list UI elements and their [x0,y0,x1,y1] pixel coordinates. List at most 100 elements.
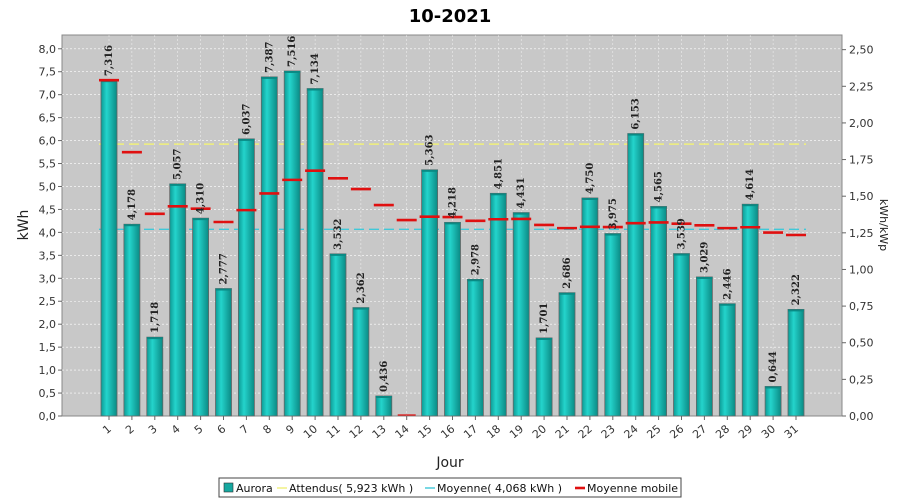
bar [558,292,576,417]
bar-cap [650,206,667,209]
y-tick-label: 8,0 [39,43,57,56]
bar-cap [307,88,324,91]
bar [192,217,210,417]
data-label: 0,644 [768,351,779,382]
data-label: 1,701 [539,303,550,334]
bar [489,192,507,417]
bar [283,70,301,417]
bar-cap [559,292,575,295]
bar-cap [169,183,186,186]
bar [444,221,461,417]
bar [650,206,667,417]
data-label: 7,516 [287,36,298,67]
legend-swatch [223,482,234,493]
data-label: 3,532 [333,219,344,250]
y-tick-label: 0,5 [39,387,57,400]
bar-cap [444,222,461,225]
data-label: 2,978 [470,244,481,275]
bar-cap [238,138,255,141]
bar-cap [719,303,736,306]
bar-cap [123,224,140,227]
data-label: 6,153 [631,98,642,129]
data-label: 4,851 [493,158,504,189]
y-right-tick-label: 0,25 [849,373,874,386]
data-label: 3,975 [608,198,619,229]
bar [146,336,164,417]
bar [421,169,439,417]
y-tick-label: 1,0 [39,364,57,377]
bar [100,79,118,417]
data-label: 2,446 [722,268,733,299]
data-label: 1,718 [150,302,161,333]
y-right-tick-label: 1,50 [849,190,874,203]
y-right-tick-label: 0,50 [849,337,874,350]
bar [215,288,232,417]
data-label: 2,322 [791,274,802,305]
legend-label: Aurora [236,482,273,495]
bar [581,197,599,417]
data-label: 4,431 [516,177,527,208]
bar [535,337,553,417]
data-label: 4,614 [745,169,756,200]
y-right-tick-label: 2,25 [849,80,874,93]
bar-cap [696,276,713,279]
data-labels: 7,316 4,178 1,718 5,057 4,310 2,777 6,037 7,387… [104,36,802,392]
x-axis-label: Jour [435,455,464,471]
legend-label: Moyenne mobile [587,482,678,495]
bar [764,386,782,417]
data-label: 6,037 [241,104,252,135]
bar-cap [536,337,553,340]
bar [466,278,484,417]
bar-cap [765,386,782,389]
y-tick-label: 5,0 [39,180,57,193]
legend: Aurora Attendus( 5,923 kWh ) Moyenne( 4,06… [218,477,682,498]
legend-label: Moyenne( 4,068 kWh ) [437,482,562,495]
data-label: 5,363 [425,134,436,165]
bar [627,133,645,417]
y-axis-right: 0,00 0,25 0,50 0,75 1,00 1,25 1,50 1,75 2,00 2,25… [842,44,874,423]
data-label: 4,750 [585,163,596,194]
y-tick-label: 6,5 [39,112,57,125]
y-tick-label: 5,5 [39,158,57,171]
bar-cap [330,253,346,256]
data-label: 7,134 [310,53,321,84]
y-right-tick-label: 1,25 [849,227,874,240]
data-label: 7,387 [264,42,275,73]
y-right-tick-label: 0,75 [849,300,874,313]
y-axis-label: kWh [16,210,32,241]
data-label: 4,310 [196,183,207,214]
data-label: 5,057 [173,149,184,180]
legend-label: Attendus( 5,923 kWh ) [289,482,413,495]
data-label: 7,316 [104,45,115,76]
y-tick-label: 2,5 [39,295,57,308]
bar-cap [627,133,644,136]
bar [673,253,690,417]
bar [375,395,393,417]
y-axis-left: 0,0 0,5 1,0 1,5 2,0 2,5 3,0 3,5 4,0 4,5 5,0 5,5 6,0 6… [39,43,62,423]
data-label: 4,218 [448,187,459,218]
y-tick-label: 3,0 [39,272,57,285]
y-right-tick-label: 2,00 [849,117,874,130]
bar [306,88,324,417]
data-label: 3,539 [677,218,688,249]
bar-cap [788,309,804,312]
moving-average-series [99,78,806,416]
data-label: 4,565 [654,171,665,202]
data-label: 2,362 [356,272,367,303]
bar-cap [604,233,621,236]
bar-cap [513,212,530,215]
bar [718,303,736,417]
data-label: 0,436 [379,361,390,392]
bar [260,76,278,417]
bar [512,212,530,417]
y-tick-label: 6,0 [39,135,57,148]
bar-cap [146,337,163,340]
bar-cap [742,204,759,207]
chart-title: 10-2021 [409,6,492,27]
bar [329,253,347,417]
data-label: 4,178 [127,189,138,220]
bar-cap [375,395,392,398]
bar-cap [581,197,598,200]
